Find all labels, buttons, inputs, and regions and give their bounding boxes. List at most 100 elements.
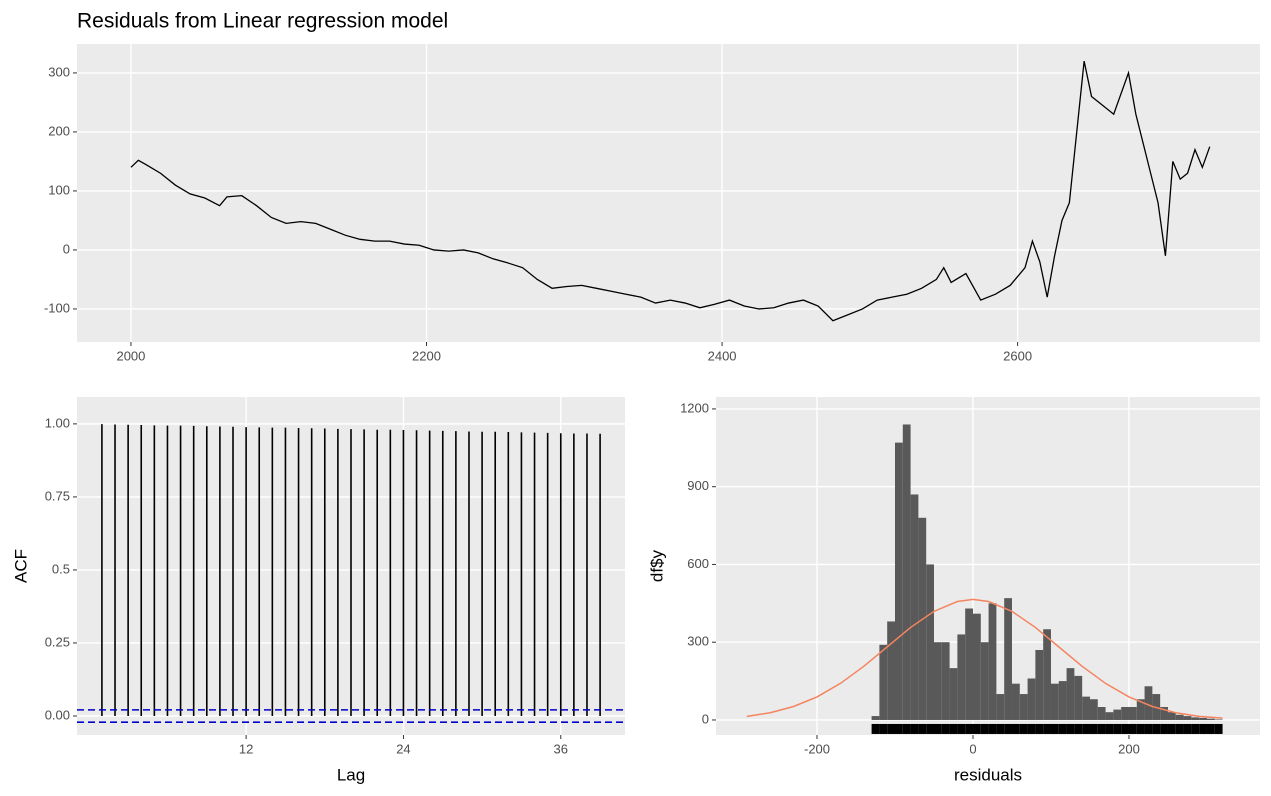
histogram-bar (1136, 699, 1145, 720)
y-tick-label: 0.5 (52, 561, 70, 576)
histogram-bar (1167, 712, 1176, 720)
histogram-bar (1058, 681, 1067, 720)
rug (965, 723, 973, 734)
histogram-bar (910, 494, 919, 720)
histogram-bar (1160, 707, 1168, 720)
y-tick-label: 0.00 (45, 707, 70, 722)
rug (1097, 723, 1106, 734)
series-line (130, 60, 1211, 322)
histogram-bar (1027, 678, 1036, 720)
histogram-bar (965, 608, 973, 720)
rug (1019, 723, 1028, 734)
histogram-bar (957, 634, 966, 720)
histogram-bar (902, 424, 911, 720)
histogram-bar (1011, 683, 1020, 720)
histogram-bar (1019, 694, 1028, 720)
rug (918, 723, 927, 734)
rug (957, 723, 966, 734)
y-tick-label: 300 (687, 634, 709, 649)
rug (941, 723, 950, 734)
y-tick-label: 1200 (680, 400, 709, 415)
histogram-bar (1199, 717, 1207, 720)
y-axis-title: ACF (11, 549, 30, 583)
y-tick-label: 0.25 (45, 634, 70, 649)
histogram-bar (1183, 716, 1192, 720)
histogram-bar (1050, 683, 1059, 720)
histogram-bar (1214, 719, 1223, 720)
rug (1191, 723, 1200, 734)
y-tick-label: 900 (687, 478, 709, 493)
y-tick-label: 0 (63, 241, 70, 256)
rug (1035, 723, 1044, 734)
x-tick-label: 2000 (116, 348, 145, 363)
chart-title: Residuals from Linear regression model (77, 10, 448, 33)
rug (887, 723, 895, 734)
rug (1043, 723, 1051, 734)
histogram-bar (1128, 707, 1137, 720)
x-tick-label: 2400 (708, 348, 737, 363)
panel-background (77, 44, 1260, 342)
histogram-bar (1191, 717, 1200, 720)
rug (1136, 723, 1145, 734)
rug (871, 723, 880, 734)
histogram-bar (988, 603, 997, 720)
histogram-bar (1175, 714, 1184, 720)
rug (1206, 723, 1215, 734)
histogram-bar (887, 621, 895, 720)
y-tick-label: 100 (48, 182, 70, 197)
histogram-bar (1043, 629, 1051, 720)
y-tick-label: 0 (702, 711, 709, 726)
y-axis-title: df$y (647, 549, 666, 582)
rug (1105, 723, 1114, 734)
x-tick-label: 0 (969, 741, 976, 756)
rug (1183, 723, 1192, 734)
histogram-bar (949, 668, 958, 720)
rug (910, 723, 919, 734)
rug (1074, 723, 1083, 734)
histogram-bar (996, 694, 1005, 720)
rug (1214, 723, 1223, 734)
rug (1058, 723, 1067, 734)
histogram-bar (1206, 718, 1215, 720)
rug (949, 723, 958, 734)
rug (1152, 723, 1161, 734)
rug (1121, 723, 1129, 734)
histogram-bar (972, 613, 981, 720)
rug (1167, 723, 1176, 734)
histogram-bar (933, 642, 942, 720)
x-tick-label: 24 (396, 741, 410, 756)
x-tick-label: -200 (804, 741, 830, 756)
x-tick-label: 2200 (412, 348, 441, 363)
rug (1027, 723, 1036, 734)
histogram-bar (1035, 649, 1044, 720)
rug (1175, 723, 1184, 734)
y-tick-label: 300 (48, 64, 70, 79)
x-tick-label: 2600 (1003, 348, 1032, 363)
histogram-bar (1097, 707, 1106, 720)
y-tick-label: 1.00 (45, 415, 70, 430)
rug (1144, 723, 1153, 734)
rug (972, 723, 981, 734)
histogram-bar (871, 716, 880, 720)
rug (894, 723, 903, 734)
histogram-bar (1004, 598, 1012, 720)
normal-curve (746, 598, 1223, 719)
rug (1160, 723, 1168, 734)
rug (1050, 723, 1059, 734)
rug (1113, 723, 1122, 734)
rug (879, 723, 888, 734)
histogram-bar (941, 642, 950, 720)
x-axis-title: Lag (337, 765, 365, 784)
rug (1082, 723, 1090, 734)
x-tick-label: 36 (554, 741, 568, 756)
rug (902, 723, 911, 734)
y-tick-label: 200 (48, 123, 70, 138)
rug (1128, 723, 1137, 734)
x-tick-label: 12 (239, 741, 253, 756)
y-tick-label: 600 (687, 556, 709, 571)
histogram-bar (926, 564, 934, 720)
histogram-bar (1105, 712, 1114, 720)
histogram-bar (1066, 668, 1075, 720)
histogram-bar (1082, 696, 1090, 720)
